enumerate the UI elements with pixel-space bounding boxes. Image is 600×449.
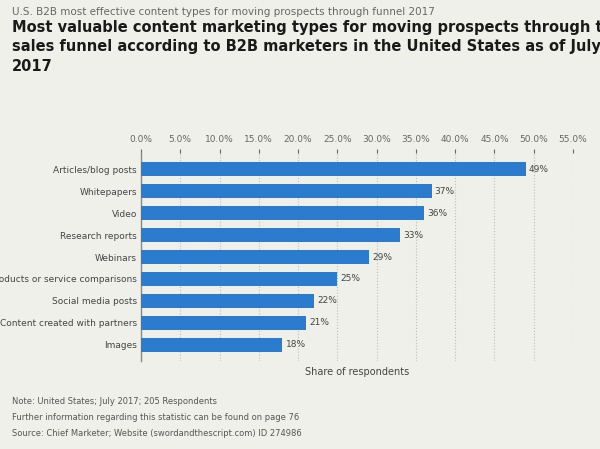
Text: 21%: 21% — [309, 318, 329, 327]
Text: 18%: 18% — [286, 340, 305, 349]
Text: Most valuable content marketing types for moving prospects through the
sales fun: Most valuable content marketing types fo… — [12, 20, 600, 74]
Text: 49%: 49% — [529, 165, 549, 174]
Bar — [141, 184, 431, 198]
Bar — [141, 316, 306, 330]
Text: U.S. B2B most effective content types for moving prospects through funnel 2017: U.S. B2B most effective content types fo… — [12, 7, 435, 17]
Bar — [141, 250, 369, 264]
Bar — [141, 162, 526, 176]
Text: 33%: 33% — [403, 231, 424, 240]
Text: Source: Chief Marketer; Website (swordandthescript.com) ID 274986: Source: Chief Marketer; Website (swordan… — [12, 429, 302, 438]
Text: 37%: 37% — [435, 187, 455, 196]
Text: 36%: 36% — [427, 209, 447, 218]
Text: Note: United States; July 2017; 205 Respondents: Note: United States; July 2017; 205 Resp… — [12, 397, 217, 406]
Text: Further information regarding this statistic can be found on page 76: Further information regarding this stati… — [12, 413, 299, 422]
Bar — [141, 228, 400, 242]
Bar — [141, 338, 283, 352]
Text: 22%: 22% — [317, 296, 337, 305]
Text: 25%: 25% — [341, 274, 361, 283]
Bar — [141, 294, 314, 308]
Bar — [141, 206, 424, 220]
Bar — [141, 272, 337, 286]
X-axis label: Share of respondents: Share of respondents — [305, 367, 409, 377]
Text: 29%: 29% — [372, 252, 392, 262]
